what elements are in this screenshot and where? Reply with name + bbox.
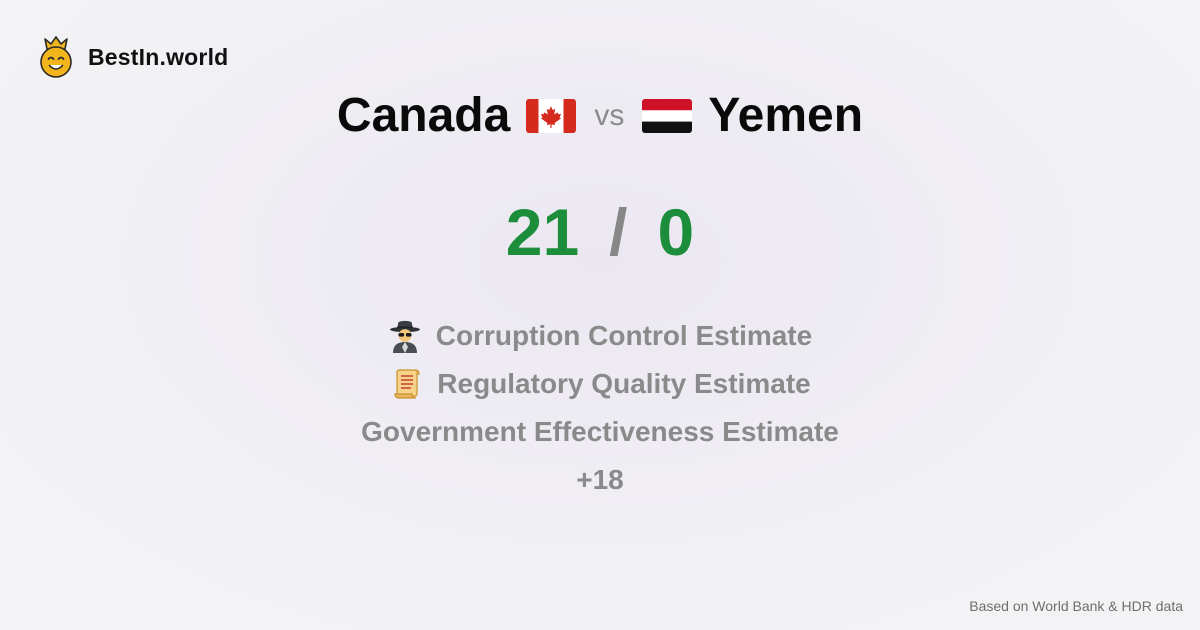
scroll-icon <box>394 369 420 399</box>
metric-label: Government Effectiveness Estimate <box>361 416 839 447</box>
more-count-label: +18 <box>576 464 624 495</box>
more-count: +18 <box>0 456 1200 504</box>
yemen-flag-icon <box>642 99 693 133</box>
spy-detective-icon <box>389 320 420 353</box>
metric-item: Regulatory Quality Estimate <box>0 360 1200 408</box>
left-country-name: Canada <box>336 89 511 142</box>
score-display: 21 / 0 <box>0 194 1200 270</box>
crown-smiley-icon <box>40 36 72 78</box>
brand-name: BestIn.world <box>88 43 229 70</box>
brand-logo[interactable]: BestIn.world <box>38 36 228 78</box>
left-score: 21 <box>505 195 580 269</box>
source-note: Based on World Bank & HDR data <box>969 598 1183 614</box>
comparison-headline: Canada vs Yemen <box>0 88 1200 144</box>
metric-item: Government Effectiveness Estimate <box>0 408 1200 456</box>
metric-label: Regulatory Quality Estimate <box>437 368 811 399</box>
score-separator: / <box>609 195 628 269</box>
right-country-name: Yemen <box>708 89 864 142</box>
vs-label: vs <box>594 99 625 132</box>
canada-flag-icon <box>526 99 577 133</box>
right-score: 0 <box>657 195 695 269</box>
metric-item: Corruption Control Estimate <box>0 312 1200 360</box>
metric-label: Corruption Control Estimate <box>435 320 813 351</box>
metrics-list: Corruption Control Estimate Regulatory Q… <box>0 312 1200 504</box>
